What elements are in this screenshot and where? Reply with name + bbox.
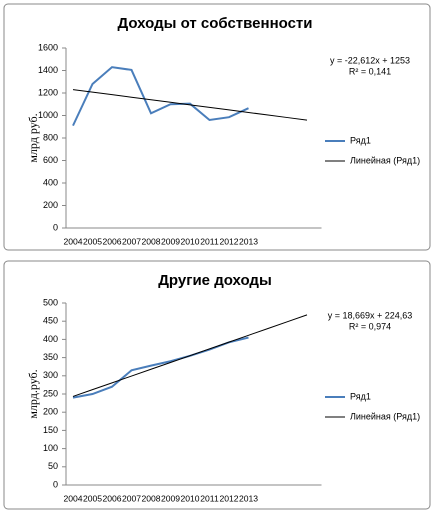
chart-frame: [3, 260, 431, 510]
legend-label: Линейная (Ряд1): [350, 411, 420, 421]
x-tick-label: 2006: [102, 493, 121, 503]
y-tick-label: 400: [43, 334, 58, 344]
x-tick-label: 2007: [122, 236, 141, 246]
x-tick-label: 2010: [180, 236, 199, 246]
x-tick-label: 2010: [180, 493, 199, 503]
x-tick-label: 2011: [200, 493, 219, 503]
y-tick-label: 250: [43, 388, 58, 398]
legend-label: Ряд1: [350, 135, 371, 145]
x-tick-label: 2013: [239, 493, 258, 503]
y-axis-label: млрд.руб.: [26, 369, 40, 418]
x-tick-label: 2005: [83, 493, 102, 503]
x-tick-label: 2004: [63, 236, 82, 246]
y-tick-label: 350: [43, 352, 58, 362]
y-axis-label: млрд руб.: [26, 113, 40, 162]
y-tick-label: 500: [43, 297, 58, 307]
annotation: y = -22,612x + 1253: [330, 55, 410, 65]
annotation: R² = 0,141: [349, 66, 391, 76]
y-tick-label: 450: [43, 316, 58, 326]
x-tick-label: 2012: [219, 493, 238, 503]
y-tick-label: 800: [43, 132, 58, 142]
x-tick-label: 2011: [200, 236, 219, 246]
chart-title: Доходы от собственности: [117, 15, 312, 32]
y-tick-label: 0: [53, 222, 58, 232]
y-tick-label: 1600: [38, 42, 58, 52]
x-tick-label: 2007: [122, 493, 141, 503]
y-tick-label: 0: [53, 479, 58, 489]
y-tick-label: 1400: [38, 65, 58, 75]
annotation: y = 18,669x + 224,63: [328, 310, 413, 320]
legend-label: Ряд1: [350, 391, 371, 401]
annotation: R² = 0,974: [349, 321, 391, 331]
x-tick-label: 2005: [83, 236, 102, 246]
x-tick-label: 2009: [161, 493, 180, 503]
y-tick-label: 1200: [38, 87, 58, 97]
chart-frame: [3, 3, 431, 251]
trend-line: [72, 314, 308, 397]
y-tick-label: 200: [43, 407, 58, 417]
x-tick-label: 2009: [161, 236, 180, 246]
x-tick-label: 2012: [219, 236, 238, 246]
y-tick-label: 300: [43, 370, 58, 380]
data-line: [72, 66, 249, 127]
y-tick-label: 400: [43, 177, 58, 187]
x-tick-label: 2008: [141, 236, 160, 246]
chart-title: Другие доходы: [158, 272, 272, 289]
y-tick-label: 200: [43, 200, 58, 210]
legend-label: Линейная (Ряд1): [350, 155, 420, 165]
y-tick-label: 50: [48, 461, 58, 471]
y-tick-label: 600: [43, 155, 58, 165]
x-tick-label: 2006: [102, 236, 121, 246]
x-tick-label: 2004: [63, 493, 82, 503]
x-tick-label: 2013: [239, 236, 258, 246]
x-tick-label: 2008: [141, 493, 160, 503]
trend-line: [72, 89, 308, 121]
y-tick-label: 100: [43, 443, 58, 453]
y-tick-label: 1000: [38, 110, 58, 120]
y-tick-label: 150: [43, 425, 58, 435]
